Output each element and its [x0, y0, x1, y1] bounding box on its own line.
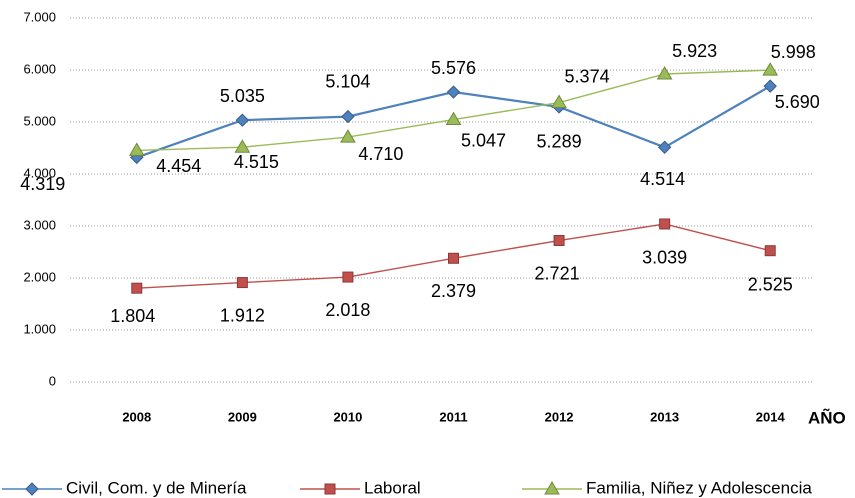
point-marker	[341, 109, 355, 124]
point-marker	[544, 481, 560, 495]
y-tick-label: 1.000	[23, 321, 56, 336]
point-marker	[236, 277, 248, 289]
data-label: 2.525	[748, 274, 793, 294]
point-marker	[340, 129, 356, 143]
legend-label: Familia, Niñez y Adolescencia	[586, 478, 812, 497]
point-marker	[551, 94, 567, 109]
x-tick-label: 2009	[228, 409, 257, 424]
x-tick-label: 2014	[756, 409, 786, 424]
data-label: 5.289	[537, 132, 582, 152]
data-label: 5.104	[325, 71, 370, 91]
x-tick-label: 2012	[545, 409, 574, 424]
data-label: 5.690	[775, 92, 820, 112]
data-label: 5.047	[461, 130, 506, 150]
legend-label: Civil, Com. y de Minería	[66, 478, 247, 497]
y-tick-label: 6.000	[23, 61, 56, 76]
point-marker	[342, 271, 354, 283]
point-marker	[445, 111, 462, 126]
data-label: 4.454	[156, 156, 201, 176]
data-label: 5.035	[220, 86, 265, 106]
data-label: 5.998	[771, 42, 816, 62]
data-label: 5.923	[672, 41, 717, 61]
point-marker	[234, 139, 251, 153]
point-marker	[762, 62, 779, 76]
point-marker	[763, 79, 777, 93]
series-line	[136, 69, 771, 152]
point-marker	[446, 85, 461, 99]
data-label: 4.319	[20, 174, 65, 194]
y-tick-label: 5.000	[23, 113, 56, 128]
y-tick-label: 4.000	[23, 165, 56, 180]
data-label: 1.912	[220, 305, 265, 325]
x-axis-label: AÑO	[808, 407, 846, 427]
point-marker	[659, 218, 671, 230]
point-marker	[324, 483, 336, 495]
data-label: 1.804	[110, 306, 155, 326]
point-marker	[657, 140, 672, 154]
data-label: 2.379	[431, 281, 476, 301]
data-label: 5.576	[431, 58, 476, 78]
data-label: 3.039	[642, 248, 687, 268]
y-tick-label: 0	[49, 373, 56, 388]
y-tick-label: 3.000	[23, 217, 56, 232]
y-tick-label: 2.000	[23, 269, 56, 284]
point-marker	[448, 252, 459, 264]
data-label: 4.710	[358, 144, 403, 164]
data-label: 2.721	[535, 263, 580, 283]
data-label: 5.374	[565, 66, 610, 86]
point-marker	[764, 245, 776, 257]
point-marker	[25, 482, 39, 496]
point-marker	[235, 113, 250, 127]
point-marker	[131, 282, 143, 294]
point-marker	[553, 235, 565, 247]
x-tick-label: 2010	[333, 409, 362, 424]
data-label: 2.018	[325, 300, 370, 320]
data-label: 4.515	[234, 152, 279, 172]
point-marker	[656, 66, 673, 80]
y-tick-label: 7.000	[23, 9, 56, 24]
legend-label: Laboral	[364, 478, 421, 497]
data-label: 4.514	[640, 169, 685, 189]
x-tick-label: 2011	[439, 409, 467, 424]
x-tick-label: 2013	[650, 409, 679, 424]
x-tick-label: 2008	[122, 409, 151, 424]
point-marker	[128, 142, 145, 156]
